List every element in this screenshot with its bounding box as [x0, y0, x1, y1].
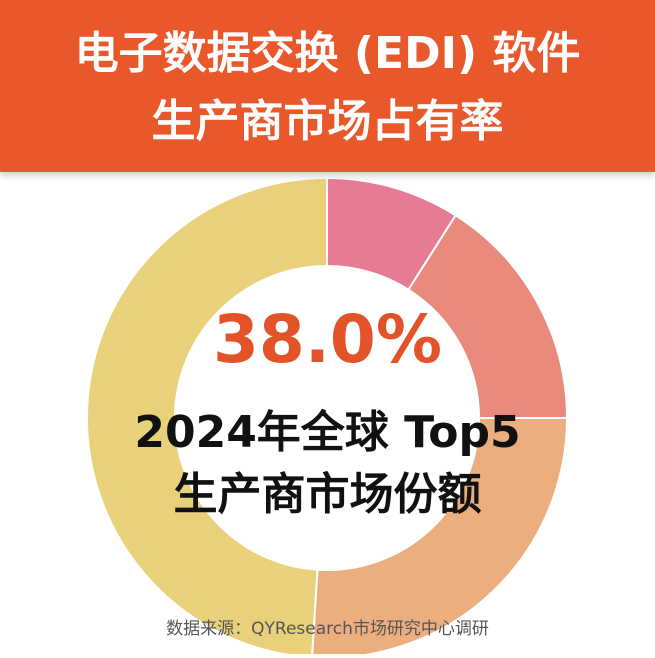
top5-share-value: 38.0%: [213, 301, 442, 378]
page-title-line2: 生产商市场占有率: [151, 96, 504, 147]
header-banner: 电子数据交换 (EDI) 软件 生产商市场占有率: [0, 0, 655, 172]
center-caption-line1: 2024年全球 Top5: [134, 407, 521, 458]
data-source-note: 数据来源：QYResearch市场研究中心调研: [166, 619, 489, 639]
page-title-line1: 电子数据交换 (EDI) 软件: [74, 28, 581, 79]
donut-slice-4: [86, 176, 328, 658]
center-caption-line2: 生产商市场份额: [173, 469, 482, 520]
